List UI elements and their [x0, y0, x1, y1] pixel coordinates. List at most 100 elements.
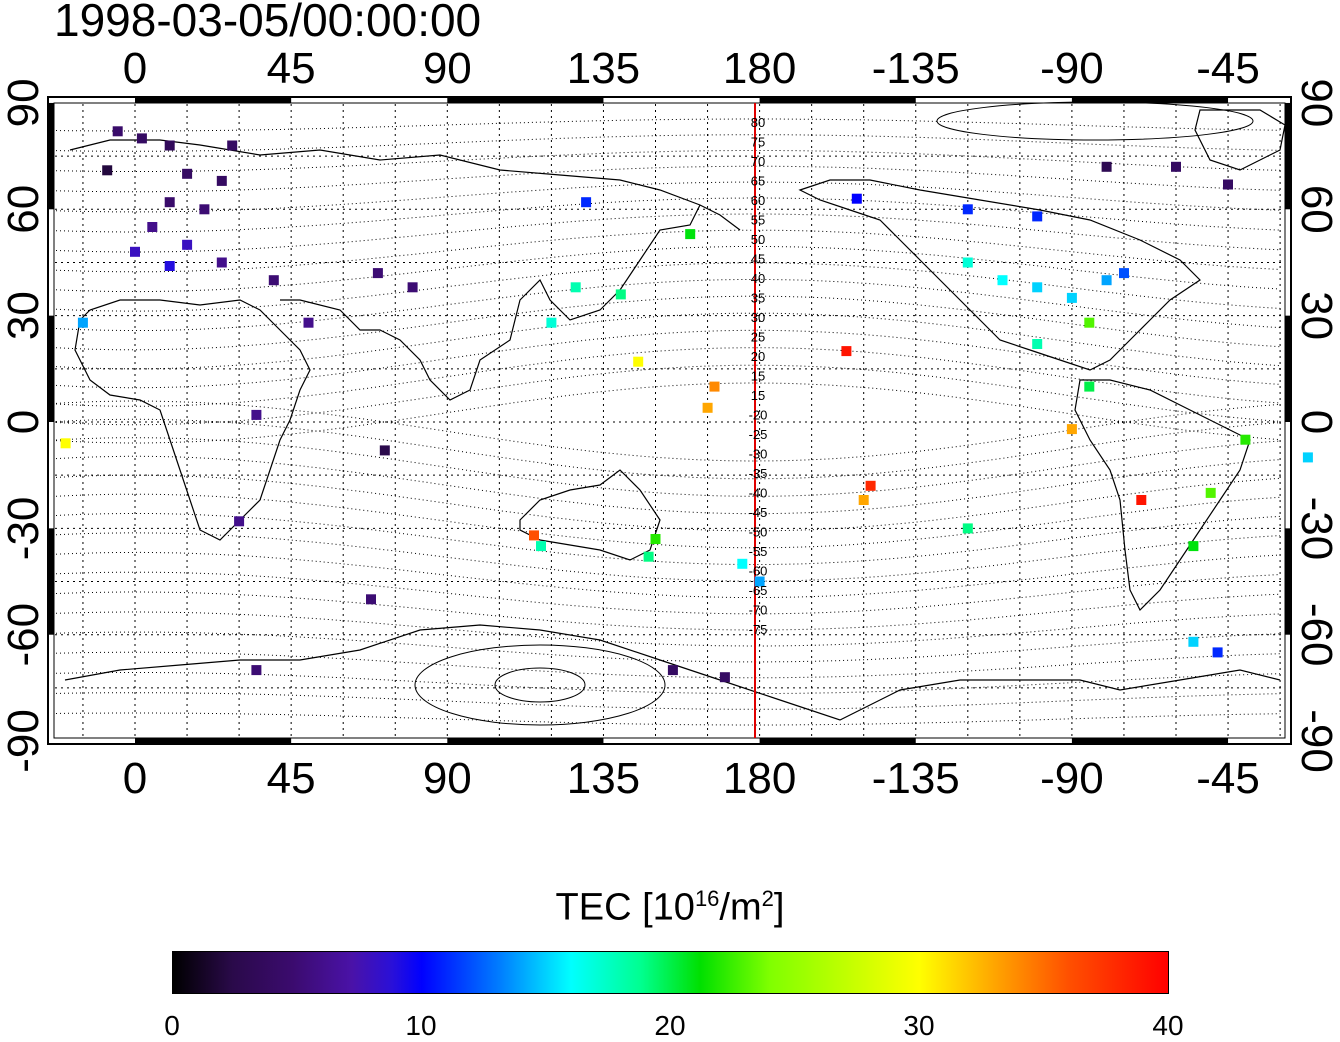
- top-longitude-label: -135: [872, 44, 960, 93]
- magnetic-latitude-label: 30: [751, 310, 765, 325]
- magnetic-latitude-contour: [55, 229, 1281, 273]
- tec-observation-cell: [227, 140, 238, 151]
- tec-observation-cell: [234, 516, 245, 527]
- tec-observation-cell: [251, 665, 262, 676]
- tec-observation-cell: [164, 261, 175, 271]
- bottom-longitude-label: -45: [1196, 754, 1260, 803]
- south-america-coastline: [1074, 379, 1251, 612]
- magnetic-latitude-contour: [55, 213, 1281, 253]
- magnetic-latitude-contour: [55, 150, 1281, 172]
- top-longitude-label: 0: [123, 44, 147, 93]
- magnetic-latitude-contour: [55, 712, 1281, 726]
- magnetic-latitude-contour: [55, 651, 1281, 679]
- left-latitude-label: 90: [0, 78, 48, 127]
- tec-observation-cell: [685, 229, 696, 240]
- tec-observation-cell: [865, 480, 876, 491]
- tec-observation-cell: [754, 576, 765, 587]
- axis-tick-bar-top: [1071, 97, 1229, 103]
- magnetic-latitude-contour: [55, 513, 1281, 565]
- tec-observation-cell: [615, 289, 626, 300]
- magnetic-latitude-label: -45: [749, 505, 768, 520]
- colorbar-tick-40: 40: [1152, 1010, 1184, 1041]
- tec-observation-cell: [372, 268, 383, 279]
- right-latitude-label: -60: [1292, 603, 1340, 667]
- tec-observation-cell: [851, 193, 862, 204]
- tec-observation-cell: [702, 402, 713, 413]
- tec-observation-cell: [182, 239, 193, 250]
- tec-observation-cell: [962, 204, 973, 215]
- tec-observation-cell: [581, 197, 592, 208]
- tec-observation-cell: [1171, 161, 1181, 172]
- colorbar-tick-30: 30: [903, 1010, 935, 1041]
- left-latitude-label: 0: [0, 410, 48, 434]
- magnetic-latitude-label: -25: [749, 427, 768, 442]
- north-magnetic-pole-contour: [936, 101, 1254, 141]
- bottom-longitude-label: 45: [267, 754, 316, 803]
- magnetic-latitude-label: -65: [749, 583, 768, 598]
- colorbar-tick-0: 0: [164, 1010, 180, 1041]
- south-magnetic-pole-contour-outer: [414, 644, 666, 726]
- tec-observation-cell: [737, 558, 748, 569]
- magnetic-latitude-contour: [55, 532, 1281, 582]
- tec-observation-cell: [199, 204, 210, 215]
- tec-observation-cell: [268, 275, 279, 286]
- axis-tick-bar-bottom: [135, 738, 292, 744]
- tec-world-map: 80 75 70 65 60 55 50 45 40 35 30 25 20 15 15 -20 -25 -30 -…: [0, 44, 1340, 803]
- magnetic-latitude-contour: [55, 181, 1281, 213]
- tec-observation-cell: [1101, 161, 1112, 172]
- tec-observations: [60, 126, 1313, 683]
- top-longitude-label: 90: [423, 44, 472, 93]
- left-latitude-label: -30: [0, 497, 48, 561]
- axis-labels: 80 75 70 65 60 55 50 45 40 35 30 25 20 15 15 -20 -25 -30 -…: [0, 44, 1340, 803]
- magnetic-latitude-label: -30: [749, 447, 768, 462]
- bottom-longitude-label: -135: [872, 754, 960, 803]
- bottom-longitude-label: 135: [567, 754, 640, 803]
- magnetic-latitude-contour: [55, 571, 1281, 615]
- magnetic-latitude-label: -55: [749, 544, 768, 559]
- axis-tick-bar-top: [135, 97, 292, 103]
- tec-observation-cell: [1240, 434, 1251, 445]
- magnetic-latitude-label: 65: [751, 174, 765, 189]
- colorbar-title-unit-exponent: 2: [761, 886, 774, 911]
- magnetic-latitude-contour: [55, 611, 1281, 647]
- tec-observation-cell: [1188, 636, 1199, 647]
- tec-observation-cell: [112, 126, 123, 137]
- magnetic-latitude-contour: [55, 197, 1281, 233]
- tec-observation-cell: [102, 165, 113, 176]
- tec-observation-cell: [633, 356, 644, 367]
- tec-observation-cell: [130, 246, 140, 257]
- graticule: [48, 97, 1291, 744]
- tec-observation-cell: [1032, 339, 1043, 349]
- greenland-coastline: [1194, 109, 1286, 171]
- magnetic-latitude-label: 25: [751, 330, 765, 345]
- tec-observation-cell: [1136, 495, 1147, 505]
- colorbar-title-unit: /m: [719, 886, 762, 929]
- tec-observation-cell: [719, 672, 730, 683]
- right-latitude-label: 0: [1292, 410, 1340, 434]
- magnetic-latitude-label: 20: [751, 349, 765, 364]
- tec-observation-cell: [667, 665, 678, 676]
- africa-coastline: [74, 299, 311, 541]
- axis-tick-bar-top: [447, 97, 604, 103]
- left-latitude-label: 30: [0, 291, 48, 340]
- magnetic-latitude-label: 35: [751, 291, 765, 306]
- magnetic-latitude-contour: [55, 312, 1281, 370]
- magnetic-latitude-label: 80: [751, 115, 765, 130]
- tec-observation-cell: [251, 409, 262, 420]
- magnetic-latitude-contour: [55, 400, 1281, 462]
- tec-observation-cell: [962, 257, 973, 268]
- magnetic-latitude-label: 55: [751, 213, 765, 228]
- tec-observation-cell: [303, 317, 314, 328]
- magnetic-latitude-label: 70: [751, 154, 765, 169]
- tec-observation-cell: [1032, 211, 1043, 222]
- tec-observation-cell: [1205, 487, 1216, 498]
- magnetic-latitude-contour: [55, 692, 1281, 710]
- axis-tick-bar-right: [1285, 528, 1291, 635]
- axis-tick-bar-bottom: [1071, 738, 1229, 744]
- colorbar-tick-20: 20: [654, 1010, 686, 1041]
- tec-observation-cell: [1066, 292, 1077, 303]
- tec-observation-cell: [1084, 317, 1095, 328]
- axis-tick-bar-bottom: [447, 738, 604, 744]
- tec-observation-cell: [529, 530, 539, 541]
- tec-observation-cell: [1188, 541, 1199, 552]
